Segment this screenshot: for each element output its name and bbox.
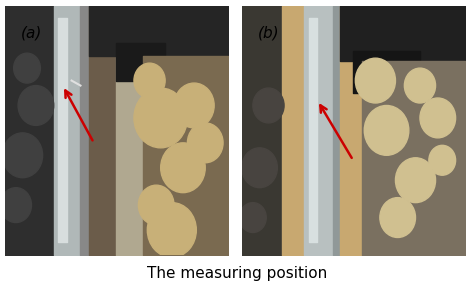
Circle shape	[2, 133, 43, 178]
Circle shape	[239, 203, 266, 233]
Circle shape	[380, 197, 416, 237]
Circle shape	[174, 83, 214, 128]
Circle shape	[134, 88, 187, 148]
Circle shape	[404, 68, 436, 103]
Circle shape	[161, 143, 205, 193]
Text: The measuring position: The measuring position	[147, 266, 327, 281]
Circle shape	[0, 188, 31, 223]
Circle shape	[14, 53, 40, 83]
Circle shape	[253, 88, 284, 123]
Circle shape	[364, 105, 409, 155]
Circle shape	[187, 123, 223, 163]
Circle shape	[242, 148, 277, 188]
Text: (a): (a)	[20, 26, 42, 41]
Circle shape	[134, 63, 165, 98]
Circle shape	[420, 98, 456, 138]
Circle shape	[356, 58, 395, 103]
Circle shape	[147, 203, 196, 257]
Text: (b): (b)	[257, 26, 279, 41]
Circle shape	[429, 145, 456, 175]
Circle shape	[18, 86, 54, 125]
Circle shape	[395, 158, 436, 203]
Circle shape	[138, 185, 174, 225]
